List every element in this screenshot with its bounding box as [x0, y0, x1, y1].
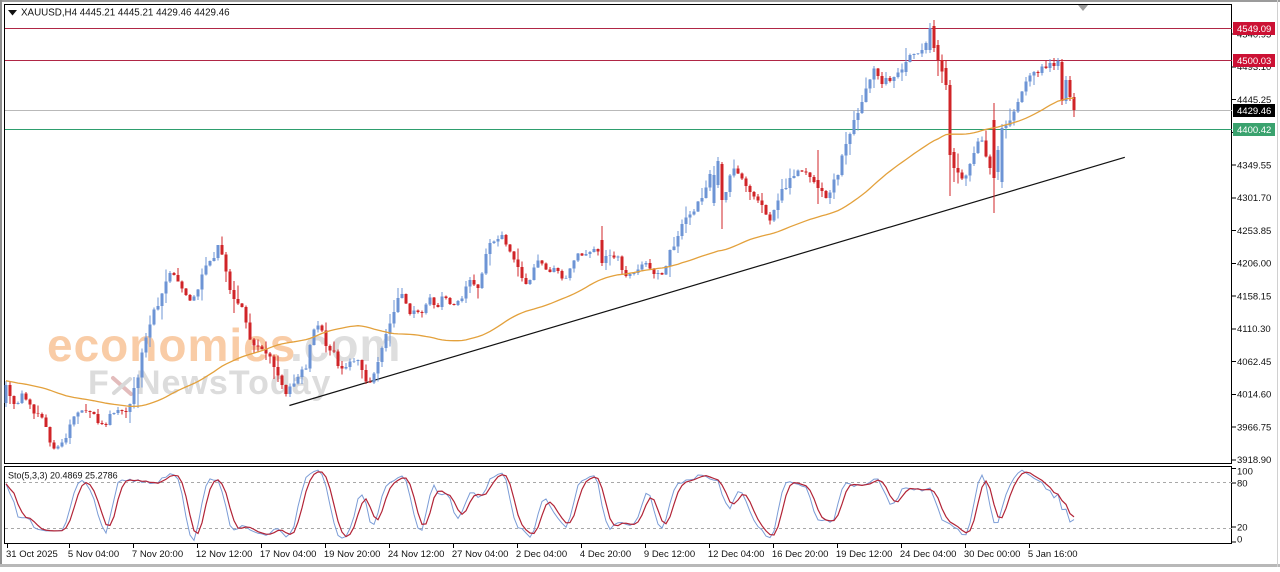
svg-text:100: 100 — [1237, 466, 1253, 477]
svg-text:4445.25: 4445.25 — [1237, 95, 1271, 106]
svg-text:4062.45: 4062.45 — [1237, 357, 1271, 368]
svg-text:19 Nov 20:00: 19 Nov 20:00 — [324, 549, 381, 560]
svg-text:4349.55: 4349.55 — [1237, 161, 1271, 172]
svg-text:0: 0 — [1237, 534, 1242, 545]
svg-text:20: 20 — [1237, 522, 1248, 533]
svg-text:4014.60: 4014.60 — [1237, 390, 1271, 401]
svg-text:F: F — [88, 364, 110, 402]
svg-text:27 Nov 04:00: 27 Nov 04:00 — [452, 549, 509, 560]
svg-text:4253.85: 4253.85 — [1237, 226, 1271, 237]
svg-text:24 Nov 12:00: 24 Nov 12:00 — [388, 549, 445, 560]
svg-text:4110.30: 4110.30 — [1237, 324, 1271, 335]
svg-text:4158.15: 4158.15 — [1237, 292, 1271, 303]
svg-text:4400.42: 4400.42 — [1237, 125, 1271, 136]
svg-text:30 Dec 00:00: 30 Dec 00:00 — [964, 549, 1021, 560]
svg-text:24 Dec 04:00: 24 Dec 04:00 — [900, 549, 957, 560]
svg-text:31 Oct 2025: 31 Oct 2025 — [6, 549, 58, 560]
svg-text:4493.10: 4493.10 — [1237, 62, 1271, 73]
svg-text:5 Nov 04:00: 5 Nov 04:00 — [68, 549, 119, 560]
svg-text:19 Dec 12:00: 19 Dec 12:00 — [836, 549, 893, 560]
svg-text:4429.46: 4429.46 — [1237, 106, 1271, 117]
svg-text:12 Dec 04:00: 12 Dec 04:00 — [708, 549, 765, 560]
svg-text:4549.09: 4549.09 — [1237, 24, 1271, 35]
svg-text:3966.75: 3966.75 — [1237, 423, 1271, 434]
svg-text:4 Dec 20:00: 4 Dec 20:00 — [580, 549, 631, 560]
svg-text:XAUUSD,H4 4445.21 4445.21 442: XAUUSD,H4 4445.21 4445.21 4429.46 4429.4… — [21, 8, 230, 19]
svg-text:12 Nov 12:00: 12 Nov 12:00 — [196, 549, 253, 560]
svg-text:5 Jan 16:00: 5 Jan 16:00 — [1028, 549, 1078, 560]
svg-text:Sto(5,3,3) 20.4869 25.2786: Sto(5,3,3) 20.4869 25.2786 — [8, 471, 118, 481]
svg-text:16 Dec 20:00: 16 Dec 20:00 — [772, 549, 829, 560]
svg-text:4301.70: 4301.70 — [1237, 193, 1271, 204]
svg-text:3918.90: 3918.90 — [1237, 455, 1271, 466]
svg-text:2 Dec 04:00: 2 Dec 04:00 — [516, 549, 567, 560]
svg-text:4206.00: 4206.00 — [1237, 259, 1271, 270]
svg-text:17 Nov 04:00: 17 Nov 04:00 — [260, 549, 317, 560]
svg-text:7 Nov 20:00: 7 Nov 20:00 — [132, 549, 183, 560]
svg-text:4500.03: 4500.03 — [1237, 56, 1271, 67]
svg-text:80: 80 — [1237, 479, 1248, 490]
svg-text:9 Dec 12:00: 9 Dec 12:00 — [644, 549, 695, 560]
